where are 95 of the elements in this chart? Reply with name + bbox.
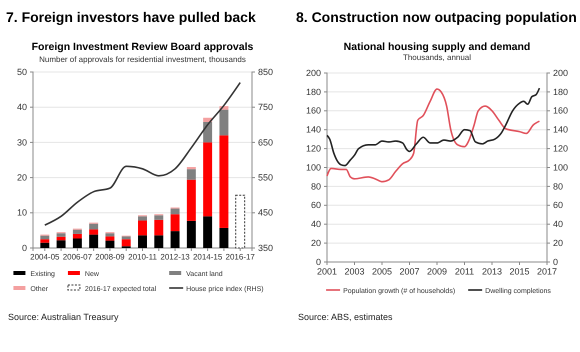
text: Thousands, annual [402, 53, 472, 62]
y-tick-label: 20 [16, 172, 27, 182]
y-tick-label: 140 [306, 124, 321, 135]
x-tick-label: 2015 [509, 266, 530, 276]
y2-tick-label: 40 [553, 219, 564, 230]
line-series [326, 88, 540, 182]
bar [40, 242, 50, 248]
y-tick-label: 50 [16, 66, 27, 77]
y2-tick-label: 850 [258, 66, 274, 77]
y2-tick-label: 140 [553, 124, 568, 135]
x-tick-label: 2004-05 [30, 252, 60, 262]
source-note: Source: ABS, estimates [298, 312, 394, 322]
y-tick-label: 120 [306, 143, 321, 154]
bar [138, 235, 147, 248]
bar [72, 230, 82, 234]
line-series [44, 82, 241, 226]
bar [89, 229, 98, 235]
x-tick-label: 2012-13 [160, 252, 190, 262]
y2-tick-label: 200 [553, 68, 568, 78]
y-tick-label: 200 [306, 68, 321, 78]
bar [203, 142, 212, 216]
bar [40, 239, 50, 243]
bar [40, 236, 50, 240]
y-tick-label: 60 [310, 200, 321, 210]
bar [122, 239, 131, 246]
bar [219, 228, 228, 248]
bar [170, 214, 180, 232]
x-tick-label: 2010-11 [128, 252, 158, 262]
bar [138, 220, 147, 236]
y2-tick-label: 750 [258, 102, 274, 112]
bar [235, 194, 246, 248]
x-tick-label: 2009 [426, 266, 448, 276]
y2-tick-label: 60 [553, 200, 564, 210]
y-tick-label: 40 [16, 102, 27, 112]
bar [203, 216, 212, 248]
bar [170, 208, 180, 214]
bar [186, 220, 196, 248]
bar [105, 233, 114, 236]
bar [56, 236, 66, 240]
bar [138, 216, 147, 221]
y2-tick-label: 180 [553, 86, 568, 97]
y-tick-label: 80 [310, 181, 321, 192]
y-tick-label: 10 [16, 208, 27, 218]
x-tick-label: 2008-09 [95, 252, 126, 262]
x-tick-label: 2006-07 [62, 252, 93, 262]
bar [89, 224, 98, 230]
y2-tick-label: 20 [553, 238, 564, 248]
y2-tick-label: 120 [553, 143, 568, 154]
chart-title: 8. Construction now outpacing population [296, 9, 577, 25]
x-tick-label: 2013 [482, 266, 502, 276]
y-tick-label: 160 [306, 106, 321, 116]
bar [170, 231, 180, 248]
y2-tick-label: 160 [553, 106, 568, 116]
chart-subtitle: Foreign Investment Review Board approvals [32, 41, 254, 53]
y-tick-label: 20 [310, 238, 321, 248]
y-tick-label: 0 [316, 256, 321, 267]
bar [89, 234, 98, 248]
bar [105, 236, 114, 241]
x-tick-label: 2017 [536, 266, 558, 276]
bar [56, 240, 66, 248]
x-tick-label: 2016-17 [226, 252, 256, 262]
y2-tick-label: 650 [258, 137, 274, 148]
y-tick-label: 180 [306, 86, 321, 97]
x-tick-label: 2007 [399, 266, 420, 276]
y2-tick-label: 80 [553, 181, 564, 192]
bar [154, 220, 164, 236]
bar [72, 234, 82, 238]
bar [219, 135, 228, 228]
x-tick-label: 2014-15 [192, 252, 223, 262]
x-tick-label: 2011 [454, 266, 474, 276]
bar [56, 233, 66, 237]
bar [186, 180, 196, 221]
chart-title: 7. Foreign investors have pulled back [6, 9, 256, 25]
bar [219, 110, 228, 136]
y-tick-label: 100 [306, 162, 321, 172]
y-tick-label: 30 [16, 137, 27, 148]
y2-tick-label: 350 [258, 242, 274, 253]
y-tick-label: 40 [310, 219, 321, 230]
y2-tick-label: 450 [258, 208, 274, 218]
y2-tick-label: 550 [258, 172, 274, 182]
bar [154, 215, 164, 220]
y2-tick-label: 0 [553, 256, 558, 267]
x-tick-label: 2001 [316, 266, 338, 276]
bar [186, 169, 196, 180]
x-tick-label: 2003 [344, 266, 365, 276]
y2-tick-label: 100 [553, 162, 568, 172]
text: Number of approvals for residential investment, thousands [39, 55, 246, 64]
x-tick-label: 2005 [372, 266, 392, 276]
bar [105, 240, 114, 248]
chart-subtitle: National housing supply and demand [344, 41, 530, 53]
y-tick-label: 0 [22, 242, 27, 253]
source-note: Source: Australian Treasury [8, 312, 120, 322]
bar [154, 235, 164, 248]
bar [72, 238, 82, 248]
line-series [326, 87, 540, 166]
